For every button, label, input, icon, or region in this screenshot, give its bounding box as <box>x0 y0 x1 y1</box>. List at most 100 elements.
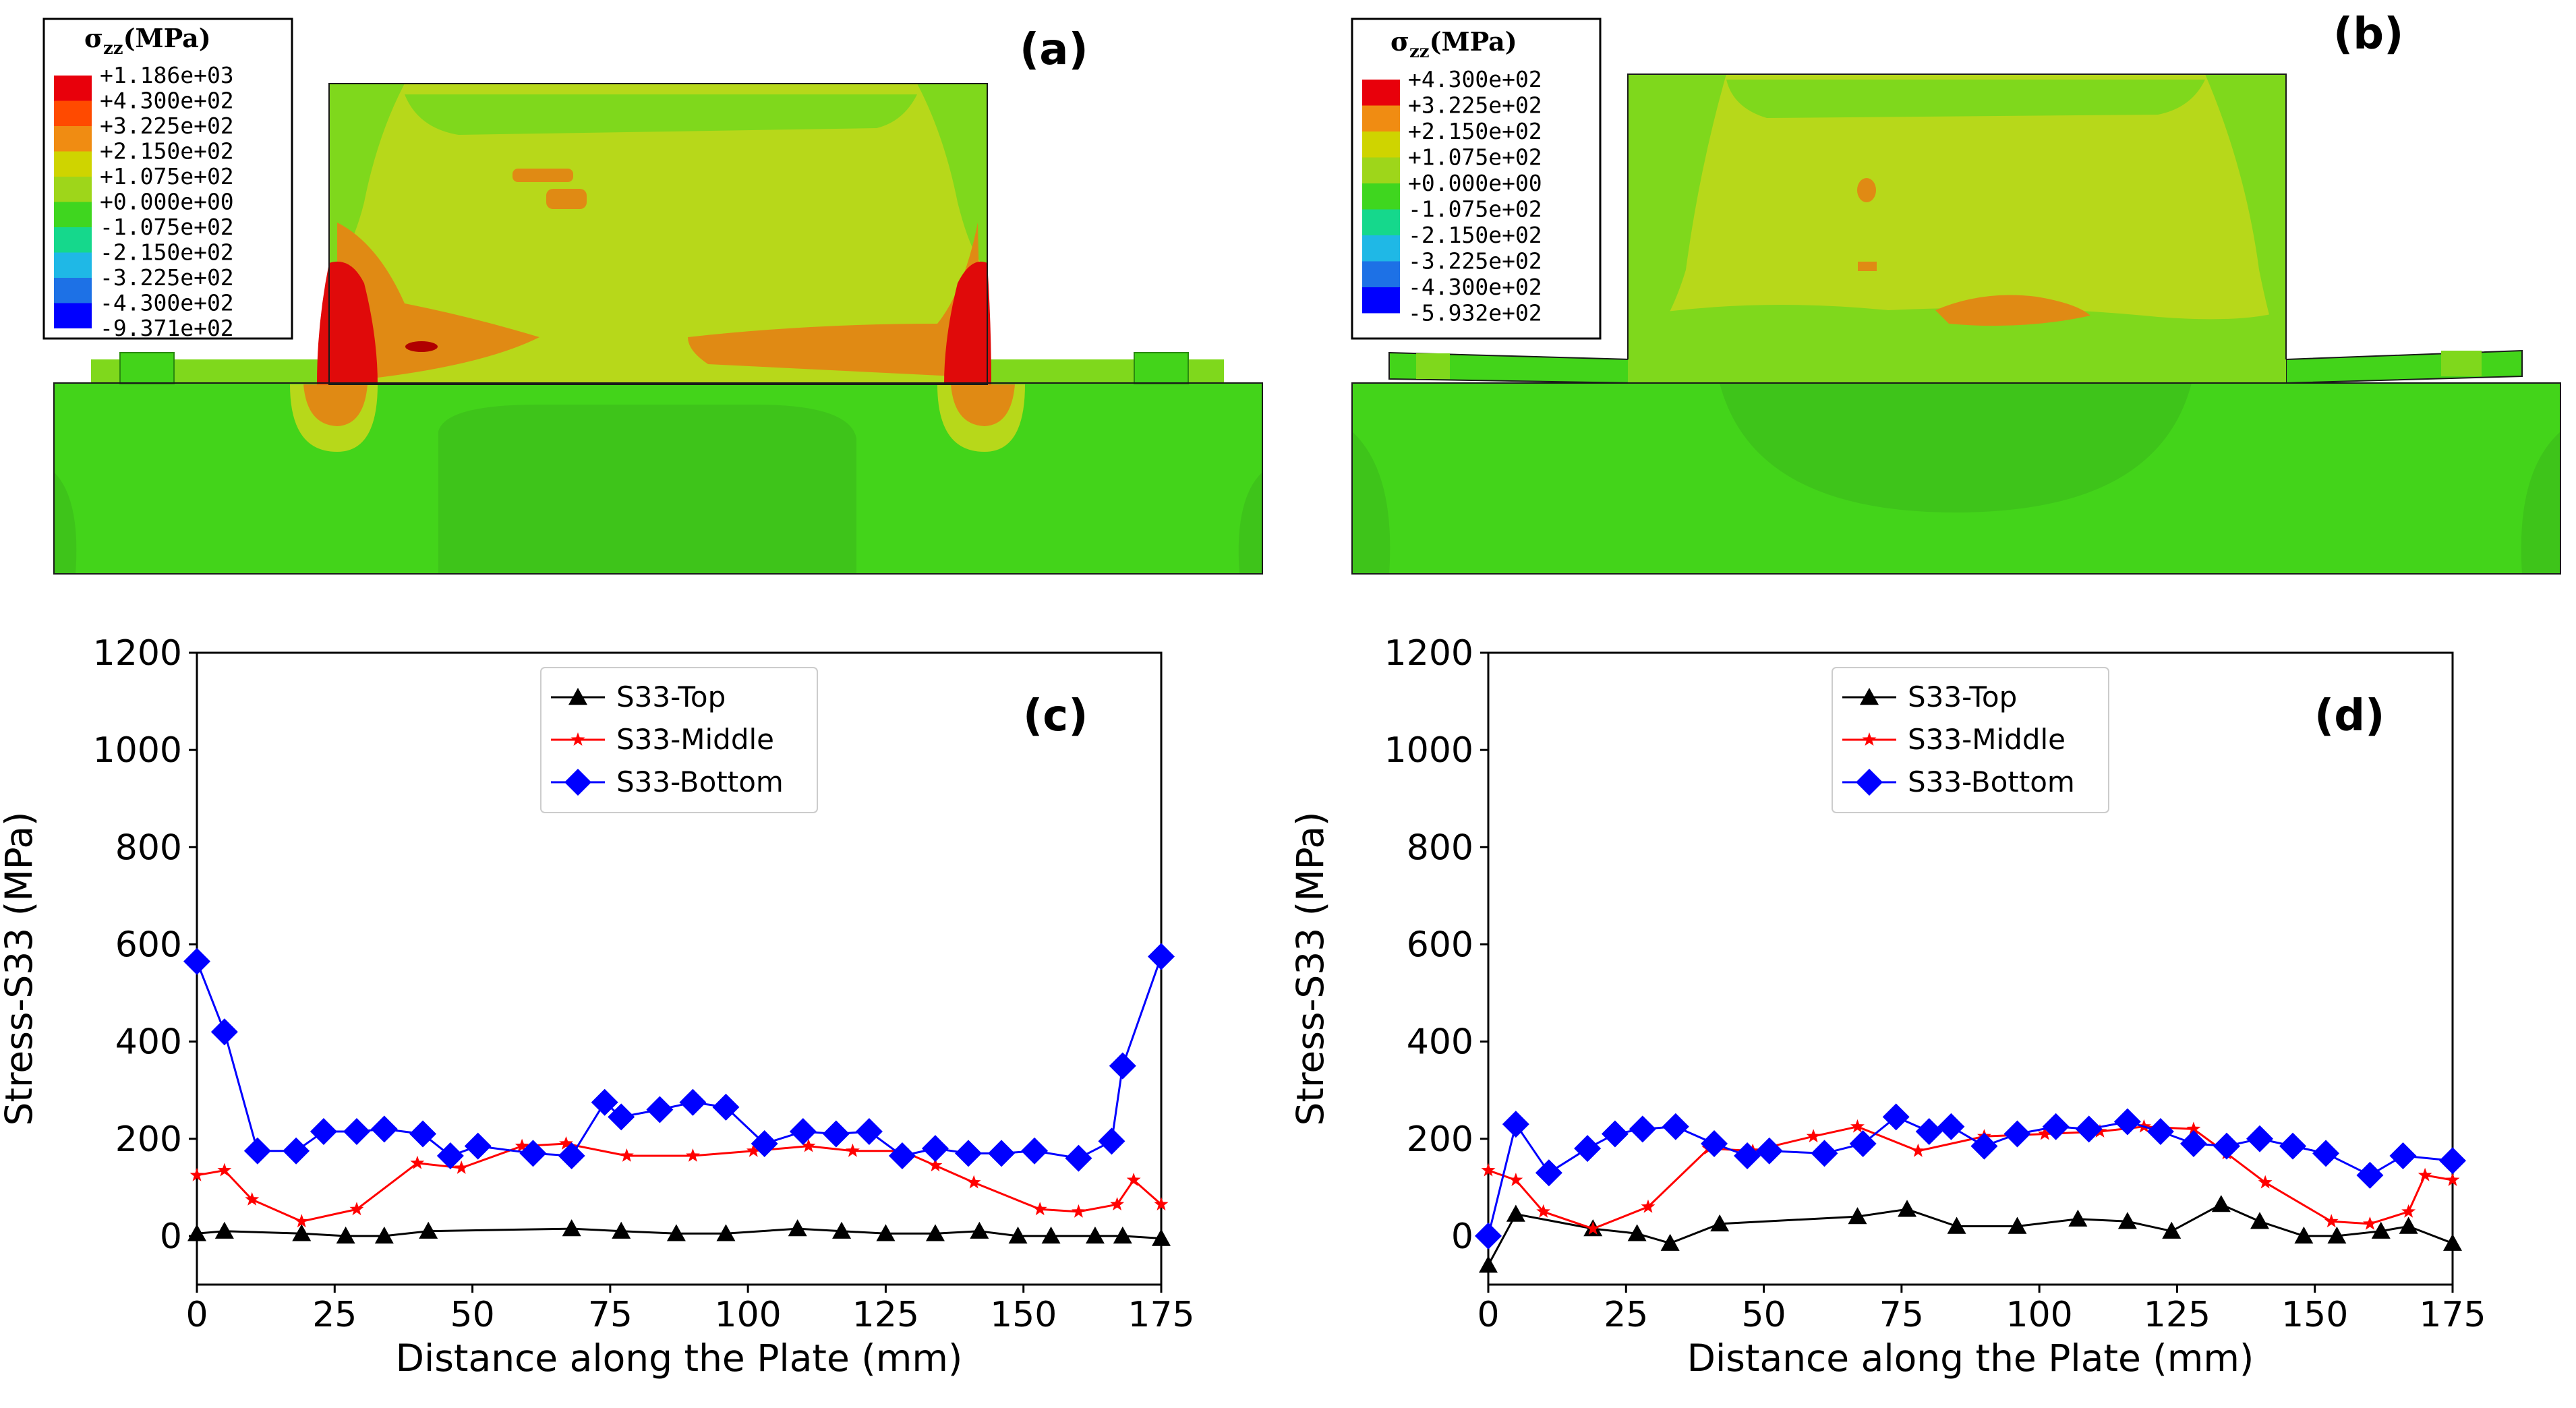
stress-chart-d: 0 25 50 75 100 125 150 175 0 200 400 600 800 1000 1200… <box>1289 633 2486 1380</box>
data-point-star <box>559 1136 573 1150</box>
y-tick-label: 0 <box>160 1216 182 1257</box>
legend-swatch <box>54 252 92 278</box>
peak-right-a <box>944 262 991 384</box>
data-point-diamond <box>2439 1147 2466 1175</box>
data-point-star <box>928 1158 943 1172</box>
legend-swatch <box>1362 287 1400 314</box>
data-point-triangle <box>562 1219 581 1237</box>
data-point-star <box>801 1138 816 1152</box>
data-point-star <box>966 1175 981 1189</box>
data-point-star <box>1110 1197 1125 1210</box>
data-point-star <box>1806 1129 1821 1143</box>
data-point-star <box>1154 1197 1169 1210</box>
data-point-star <box>454 1161 469 1174</box>
x-tick-label: 50 <box>450 1295 494 1335</box>
data-point-triangle <box>612 1221 631 1239</box>
data-point-diamond <box>283 1137 310 1165</box>
legend-value: -4.300e+02 <box>1408 274 1542 300</box>
data-point-star <box>1032 1202 1047 1216</box>
edge-shade-a-left <box>54 472 77 574</box>
data-point-star <box>570 732 585 746</box>
panel-label: (d) <box>2314 691 2384 741</box>
data-point-diamond <box>1849 1130 1877 1157</box>
data-point-diamond <box>1574 1135 1602 1163</box>
legend-swatch <box>1362 209 1400 235</box>
data-point-diamond <box>1629 1115 1656 1143</box>
data-point-triangle <box>788 1219 807 1237</box>
data-point-star <box>1126 1173 1141 1186</box>
hot-spot-a1 <box>513 169 573 182</box>
x-tick-label: 75 <box>588 1295 633 1335</box>
series-s33-bottom <box>183 943 1175 1172</box>
data-point-diamond <box>2003 1120 2031 1148</box>
data-point-diamond <box>679 1088 707 1116</box>
hot-zone-left-a <box>337 223 539 378</box>
data-point-star <box>2258 1175 2273 1189</box>
y-tick-label: 600 <box>115 925 182 965</box>
data-point-diamond <box>2179 1130 2207 1157</box>
y-axis-label: Stress-S33 (MPa) <box>0 811 40 1125</box>
data-point-diamond <box>1475 1222 1502 1250</box>
legend-value: +2.150e+02 <box>100 138 234 165</box>
data-point-triangle <box>2068 1209 2088 1227</box>
data-point-diamond <box>1148 943 1175 970</box>
data-point-star <box>515 1138 529 1152</box>
series-s33-top <box>1479 1195 2462 1273</box>
chart-legend: S33-Top S33-Middle S33-Bottom <box>1832 667 2109 813</box>
hot-spot-b2 <box>1858 262 1877 271</box>
data-point-star <box>1072 1204 1086 1218</box>
x-tick-label: 150 <box>990 1295 1057 1335</box>
clamp-right-a <box>1134 352 1189 384</box>
data-point-star <box>2324 1214 2339 1228</box>
legend-swatch <box>54 202 92 227</box>
base-center-shade-b <box>1720 383 2192 512</box>
data-point-diamond <box>370 1115 398 1143</box>
data-point-star <box>245 1192 260 1206</box>
build-right-green-b <box>2205 74 2286 364</box>
data-point-diamond <box>1535 1159 1562 1187</box>
data-point-triangle <box>2399 1216 2418 1234</box>
data-point-star <box>2363 1216 2377 1230</box>
legend-swatch <box>1362 105 1400 131</box>
data-point-triangle <box>1085 1226 1105 1244</box>
x-tick-label: 100 <box>2006 1295 2073 1335</box>
data-point-triangle <box>716 1224 736 1241</box>
legend-swatch <box>1362 157 1400 183</box>
data-point-diamond <box>2312 1140 2340 1167</box>
data-point-triangle <box>2211 1195 2231 1212</box>
y-tick-label: 400 <box>115 1022 182 1063</box>
data-point-diamond <box>1662 1113 1689 1140</box>
legend-swatch <box>1362 235 1400 262</box>
data-point-triangle <box>666 1224 686 1241</box>
data-point-diamond <box>1856 769 1883 796</box>
legend-box <box>540 667 818 813</box>
clamp-left-a <box>119 352 175 384</box>
y-tick-label: 800 <box>1407 827 1473 868</box>
legend-value: +1.186e+03 <box>100 62 234 88</box>
data-point-star <box>1536 1204 1551 1218</box>
data-point-triangle <box>1627 1224 1647 1241</box>
y-tick-label: 1000 <box>1384 730 1473 771</box>
series-s33-top <box>187 1219 1171 1246</box>
data-point-triangle <box>214 1221 234 1239</box>
series-line <box>196 1227 1162 1239</box>
peak-left-a <box>317 262 378 384</box>
legend-value: +4.300e+02 <box>1408 66 1542 92</box>
data-point-diamond <box>2146 1117 2174 1145</box>
data-point-triangle <box>568 688 587 705</box>
data-point-diamond <box>888 1142 916 1169</box>
data-point-diamond <box>183 947 210 975</box>
data-point-diamond <box>343 1117 370 1145</box>
data-point-diamond <box>855 1117 883 1145</box>
series-line <box>1488 1125 2453 1230</box>
fea-contour-b <box>1351 74 2561 575</box>
data-point-diamond <box>1065 1144 1092 1172</box>
legend-title-a: σzz(MPa) <box>84 23 211 59</box>
data-point-diamond <box>464 1132 492 1160</box>
x-tick-label: 150 <box>2281 1295 2348 1335</box>
weld-hot-left-a <box>303 384 368 426</box>
legend-swatch <box>54 126 92 152</box>
y-tick-label: 1000 <box>93 730 182 771</box>
data-point-star <box>410 1155 425 1169</box>
